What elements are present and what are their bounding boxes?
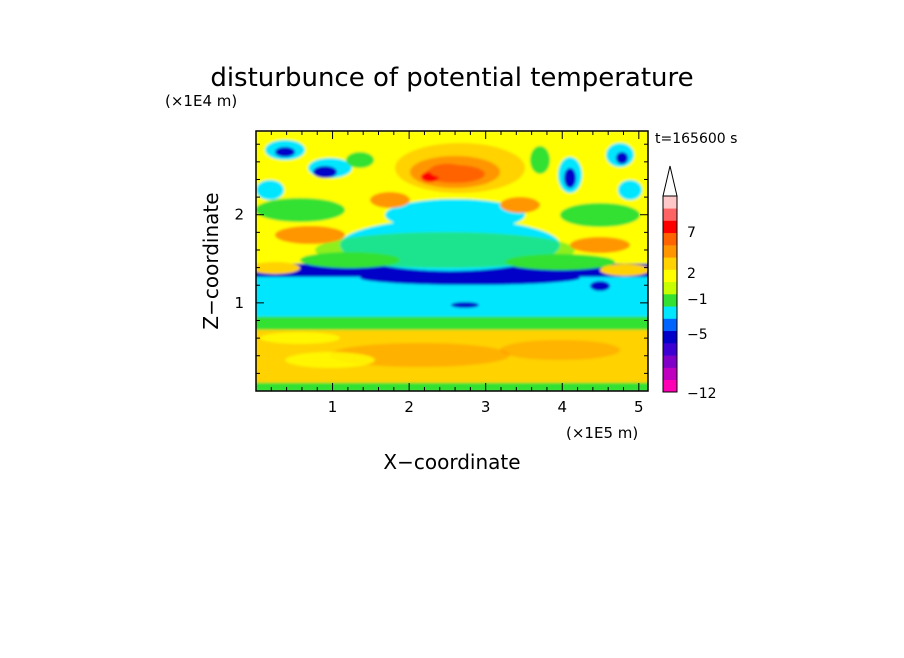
colorbar-arrow <box>662 165 678 197</box>
colorbar-tick-label: 2 <box>687 266 696 282</box>
x-tick-label: 4 <box>557 398 567 416</box>
contour-blob <box>285 352 375 368</box>
colorbar-swatch <box>663 343 677 356</box>
x-tick-label: 3 <box>481 398 491 416</box>
contour-blob <box>500 340 620 360</box>
contour-blob <box>275 147 295 157</box>
y-axis-label: Z−coordinate <box>199 192 223 329</box>
contour-blob <box>530 146 550 174</box>
colorbar-tick-label: 7 <box>687 225 696 241</box>
colorbar-tick-label: −1 <box>687 292 708 308</box>
plot-frame <box>255 130 649 392</box>
contour-blob <box>385 199 525 231</box>
colorbar-swatch <box>663 220 677 234</box>
y-tick-label: 1 <box>234 294 244 312</box>
colorbar-tick-label: −5 <box>687 327 708 343</box>
contour-blob <box>275 226 345 244</box>
contour-blob <box>256 198 345 222</box>
contour-layer <box>256 382 648 391</box>
contour-blob <box>330 343 510 367</box>
contour-blob <box>370 192 410 208</box>
hot-spot <box>429 163 466 178</box>
contour-blob <box>313 166 337 178</box>
contour-blob <box>500 197 540 213</box>
x-unit-label: (×1E5 m) <box>566 424 638 442</box>
colorbar-swatch <box>663 232 677 246</box>
contour-blob <box>564 168 576 188</box>
contour-layer <box>256 316 648 330</box>
contour-blob <box>346 152 374 168</box>
contour-field <box>256 131 648 391</box>
colorbar-swatch <box>663 257 677 270</box>
contour-blob <box>590 281 610 291</box>
x-axis-ticks: 1 2 3 4 5 <box>270 131 644 416</box>
contour-blob <box>616 152 628 164</box>
colorbar-swatch <box>663 355 677 368</box>
contour-blob <box>300 252 400 268</box>
colorbar-swatch <box>663 379 677 393</box>
colorbar-swatch <box>663 318 677 332</box>
contour-blob <box>360 271 580 285</box>
contour-blob <box>560 203 640 227</box>
colorbar-swatch <box>663 306 677 319</box>
colorbar-swatch <box>663 294 677 307</box>
contour-blob <box>505 254 615 270</box>
chart-title: disturbunce of potential temperature <box>210 63 693 93</box>
x-axis-label: X−coordinate <box>383 450 520 474</box>
contour-blob <box>260 332 340 344</box>
colorbar-swatch <box>663 281 677 295</box>
contour-blob <box>600 264 648 276</box>
contour-blob <box>451 302 479 308</box>
colorbar-swatch <box>663 330 677 344</box>
colorbar-swatch <box>663 269 677 283</box>
contour-blob <box>618 180 642 200</box>
y-axis-ticks: 12 <box>234 143 648 374</box>
colorbar-swatch <box>663 245 677 258</box>
colorbar-swatch <box>663 208 677 221</box>
contour-blob <box>256 262 300 274</box>
x-tick-label: 2 <box>404 398 414 416</box>
plot-area <box>256 131 648 391</box>
colorbar: 7 2 −1 −5 −12 <box>662 165 717 402</box>
time-label: t=165600 s <box>655 131 737 147</box>
colorbar-swatch <box>663 367 677 381</box>
y-unit-label: (×1E4 m) <box>165 92 237 110</box>
colorbar-swatch <box>663 196 677 209</box>
colorbar-tick-label: −12 <box>687 386 717 402</box>
contour-blob <box>570 237 630 253</box>
x-tick-label: 1 <box>328 398 338 416</box>
x-tick-label: 5 <box>634 398 644 416</box>
y-tick-label: 2 <box>234 206 244 224</box>
contour-blob <box>256 180 284 200</box>
